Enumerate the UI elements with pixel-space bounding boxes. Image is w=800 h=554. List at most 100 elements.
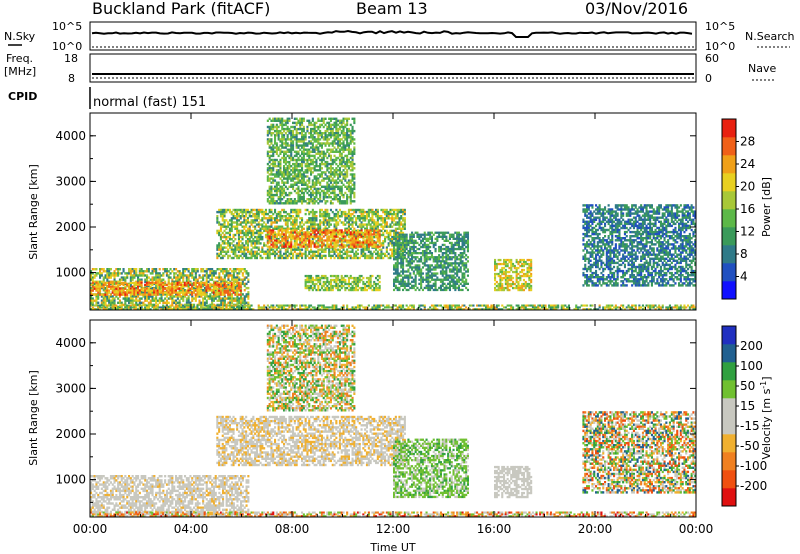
power-cell (205, 305, 208, 309)
power-cell (268, 160, 271, 164)
power-cell (223, 210, 226, 214)
power-cell (202, 276, 205, 279)
power-cell (264, 223, 267, 226)
power-cell (153, 268, 156, 271)
power-cell (196, 295, 199, 298)
power-cell (375, 227, 378, 230)
power-cell (225, 283, 228, 286)
power-cell (365, 223, 368, 226)
power-cell (389, 256, 392, 260)
power-cell (380, 229, 383, 233)
power-cell (191, 293, 194, 296)
power-cell (131, 297, 134, 300)
power-cell (337, 282, 340, 286)
power-cell (290, 129, 293, 133)
power-cell (295, 187, 298, 191)
power-cell (337, 223, 340, 226)
power-cell (281, 179, 284, 182)
power-cell (257, 215, 260, 218)
power-cell (137, 278, 140, 281)
power-cell (290, 215, 293, 218)
power-cell (200, 283, 203, 286)
power-cell (344, 179, 347, 182)
power-cell (97, 280, 100, 283)
power-cell (245, 240, 248, 243)
power-cell (270, 193, 273, 197)
power-cell (270, 215, 273, 218)
power-cell (315, 177, 318, 180)
power-cell (376, 233, 379, 236)
power-cell (340, 256, 343, 260)
power-cell (290, 243, 293, 246)
power-cell (398, 231, 401, 235)
power-cell (313, 284, 316, 288)
power-cell (221, 293, 224, 296)
power-cell (270, 196, 273, 199)
power-cell (308, 142, 311, 145)
power-cell (223, 250, 226, 253)
power-cell (198, 291, 201, 294)
power-cell (288, 148, 291, 151)
power-cell (261, 250, 264, 253)
power-cell (320, 117, 323, 120)
power-cell (99, 285, 102, 288)
power-cell (295, 136, 298, 139)
power-cell (137, 299, 140, 302)
power-cell (214, 276, 217, 279)
power-cell (299, 208, 302, 212)
power-cell (351, 138, 354, 141)
power-cell (351, 256, 354, 260)
power-cell (95, 295, 98, 298)
power-cell (295, 252, 298, 256)
power-cell (335, 193, 338, 197)
power-cell (320, 134, 323, 137)
power-cell (347, 148, 350, 151)
power-cell (283, 208, 286, 212)
power-cell (165, 299, 168, 302)
power-cell (275, 158, 278, 162)
power-cell (326, 185, 329, 188)
power-cell (346, 229, 349, 232)
power-cell (344, 146, 347, 149)
power-cell (245, 208, 248, 212)
power-cell (331, 173, 334, 176)
power-cell (317, 117, 320, 120)
power-cell (297, 191, 300, 195)
power-cell (384, 238, 387, 241)
power-cell (247, 291, 250, 294)
power-cell (252, 252, 255, 256)
power-cell (283, 237, 286, 240)
power-cell (259, 233, 262, 237)
power-cell (329, 196, 332, 199)
power-cell (227, 256, 230, 260)
power-cell (301, 254, 304, 258)
power-cell (225, 225, 228, 228)
power-cell (286, 200, 289, 203)
power-cell (268, 173, 271, 176)
power-cell (270, 146, 273, 149)
power-cell (322, 142, 325, 145)
power-cell (329, 169, 332, 172)
power-cell (223, 299, 226, 302)
power-cell (209, 278, 212, 281)
power-cell (355, 217, 358, 220)
power-cell (358, 231, 361, 234)
power-cell (351, 219, 354, 222)
power-cell (219, 252, 222, 256)
power-cell (319, 134, 322, 137)
power-cell (93, 287, 96, 290)
power-cell (337, 198, 340, 201)
power-cell (277, 169, 280, 172)
power-cell (338, 140, 341, 143)
power-cell (293, 154, 296, 158)
power-cell (329, 158, 332, 162)
power-cell (239, 223, 242, 226)
power-cell (299, 119, 302, 122)
power-cell (138, 299, 141, 302)
power-cell (328, 219, 331, 222)
power-cell (115, 274, 118, 277)
power-cell (355, 235, 358, 239)
power-cell (275, 129, 278, 133)
power-cell (129, 291, 132, 294)
power-cell (245, 242, 248, 245)
